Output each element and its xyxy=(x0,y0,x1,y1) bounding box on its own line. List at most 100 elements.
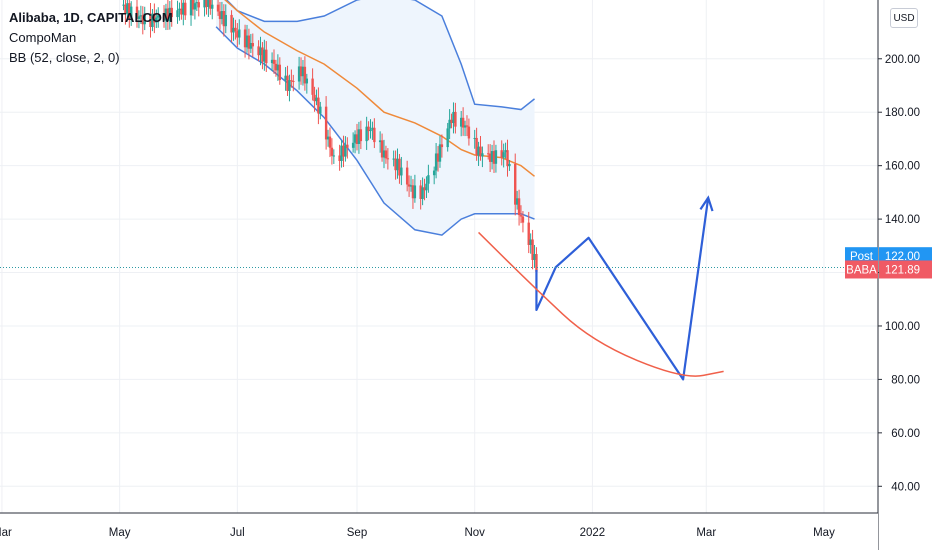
candle-body xyxy=(380,140,384,158)
candle-body xyxy=(328,136,332,148)
lower-band-line xyxy=(215,26,535,236)
band-fill xyxy=(216,0,535,236)
y-tick-label: 200.00 xyxy=(885,54,920,66)
candle-body xyxy=(153,13,156,23)
candle-body xyxy=(355,134,359,144)
candle-body xyxy=(535,254,538,272)
candle-body xyxy=(299,66,303,77)
candle-body xyxy=(508,163,511,167)
candle-body xyxy=(473,137,476,139)
y-tick-label: 100.00 xyxy=(885,321,920,333)
candle-body xyxy=(164,8,168,21)
candle-body xyxy=(365,126,368,142)
price-tag-label-bg xyxy=(845,260,878,279)
projection-path xyxy=(535,197,710,381)
candle-body xyxy=(243,29,247,48)
candle-body xyxy=(371,127,374,130)
candle-body xyxy=(135,6,139,19)
candle-body xyxy=(234,27,237,32)
y-tick-label: 80.00 xyxy=(891,374,920,386)
candle-body xyxy=(432,170,436,176)
y-tick-label: 140.00 xyxy=(885,214,920,226)
candle-body xyxy=(261,47,264,62)
symbol-title[interactable]: Alibaba, 1D, CAPITALCOM xyxy=(9,10,173,25)
candle-body xyxy=(315,97,318,102)
candle-body xyxy=(151,13,154,27)
candle-body xyxy=(386,158,390,160)
candle-body xyxy=(423,187,426,191)
x-tick-label: Jul xyxy=(230,527,245,539)
candle-body xyxy=(191,0,195,10)
price-tag-label: Post xyxy=(850,251,874,263)
projection-arrowhead xyxy=(699,195,714,212)
candle-body xyxy=(141,15,144,25)
candle-body xyxy=(276,64,280,71)
x-tick-label: May xyxy=(813,527,835,539)
candle-body xyxy=(504,150,507,153)
candle-body xyxy=(463,125,467,128)
chart-legend: Alibaba, 1D, CAPITALCOM CompoMan BB (52,… xyxy=(9,8,173,68)
candle-body xyxy=(139,15,143,17)
candle-body xyxy=(290,80,293,82)
x-tick-label: Mar xyxy=(696,527,716,539)
x-tick-label: Nov xyxy=(464,527,485,539)
price-tag-value-bg xyxy=(879,260,932,279)
candle-body xyxy=(438,144,442,162)
price-tag-value: 121.89 xyxy=(885,264,920,276)
candle-body xyxy=(357,129,361,144)
candle-body xyxy=(274,63,278,71)
candle-body xyxy=(369,129,372,132)
author-name[interactable]: CompoMan xyxy=(9,30,77,45)
candle-body xyxy=(531,239,534,260)
candle-body xyxy=(446,128,449,148)
candle-body xyxy=(232,27,235,33)
y-tick-label: 180.00 xyxy=(885,107,920,119)
candle-body xyxy=(124,4,127,15)
y-tick-label: 160.00 xyxy=(885,161,920,173)
candle-body xyxy=(251,43,254,47)
candle-body xyxy=(317,97,320,114)
basis-line xyxy=(224,0,535,177)
candle-body xyxy=(166,8,170,22)
currency-button[interactable]: USD xyxy=(890,8,918,28)
candle-body xyxy=(162,15,166,21)
indicator-label[interactable]: BB (52, close, 2, 0) xyxy=(9,50,120,65)
candle-body xyxy=(247,35,251,49)
candle-body xyxy=(521,216,525,223)
candle-body xyxy=(176,10,179,18)
candle-body xyxy=(270,59,274,64)
candle-body xyxy=(488,153,492,162)
candle-body xyxy=(149,13,152,27)
candle-body xyxy=(238,29,241,38)
candle-body xyxy=(398,158,401,176)
candle-body xyxy=(409,185,413,187)
candle-body xyxy=(344,144,347,157)
candle-body xyxy=(421,187,424,199)
candle-body xyxy=(326,136,330,140)
candle-body xyxy=(203,0,206,8)
candle-body xyxy=(319,106,322,114)
candle-body xyxy=(494,150,498,164)
candle-body xyxy=(459,117,463,127)
candle-body xyxy=(492,151,496,164)
candle-body xyxy=(272,59,276,64)
candle-body xyxy=(461,117,465,128)
y-tick-label: 60.00 xyxy=(891,428,920,440)
candle-body xyxy=(180,8,183,15)
candle-body xyxy=(400,167,403,176)
candle-body xyxy=(434,153,438,171)
candle-body xyxy=(324,106,328,140)
candle-body xyxy=(519,215,523,217)
candle-body xyxy=(126,3,129,15)
candle-body xyxy=(297,66,301,82)
candle-body xyxy=(197,2,200,8)
candle-body xyxy=(405,167,409,185)
candle-body xyxy=(284,75,287,81)
candle-body xyxy=(168,7,172,22)
candle-body xyxy=(301,66,305,77)
candle-body xyxy=(332,155,336,157)
x-tick-label: May xyxy=(109,527,131,539)
candle-body xyxy=(396,158,399,171)
candle-body xyxy=(189,0,193,16)
